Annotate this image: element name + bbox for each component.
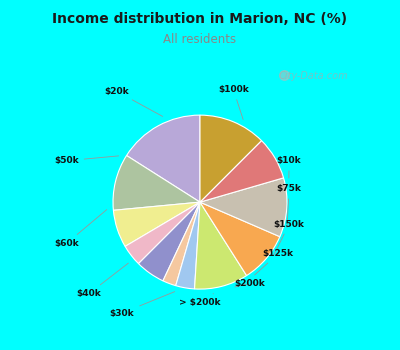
- Wedge shape: [114, 202, 200, 246]
- Text: > $200k: > $200k: [179, 294, 221, 307]
- Text: $40k: $40k: [76, 263, 128, 298]
- Text: $100k: $100k: [218, 85, 249, 119]
- Wedge shape: [200, 141, 284, 202]
- Text: $200k: $200k: [235, 279, 266, 288]
- Wedge shape: [176, 202, 200, 289]
- Text: City-Data.com: City-Data.com: [278, 71, 348, 81]
- Text: $150k: $150k: [274, 220, 304, 256]
- Text: $20k: $20k: [104, 87, 163, 117]
- Text: $10k: $10k: [277, 156, 301, 178]
- Wedge shape: [113, 155, 200, 210]
- Wedge shape: [194, 202, 247, 289]
- Wedge shape: [126, 115, 200, 202]
- Text: $30k: $30k: [110, 292, 175, 317]
- Text: $60k: $60k: [54, 210, 107, 248]
- Text: $50k: $50k: [54, 156, 119, 165]
- Text: All residents: All residents: [164, 33, 236, 46]
- Text: $125k: $125k: [254, 250, 294, 275]
- Text: $75k: $75k: [277, 184, 302, 228]
- Wedge shape: [200, 178, 287, 237]
- Wedge shape: [163, 202, 200, 286]
- Wedge shape: [200, 115, 262, 202]
- Text: Income distribution in Marion, NC (%): Income distribution in Marion, NC (%): [52, 12, 348, 26]
- Wedge shape: [138, 202, 200, 281]
- Wedge shape: [200, 202, 280, 275]
- Wedge shape: [125, 202, 200, 264]
